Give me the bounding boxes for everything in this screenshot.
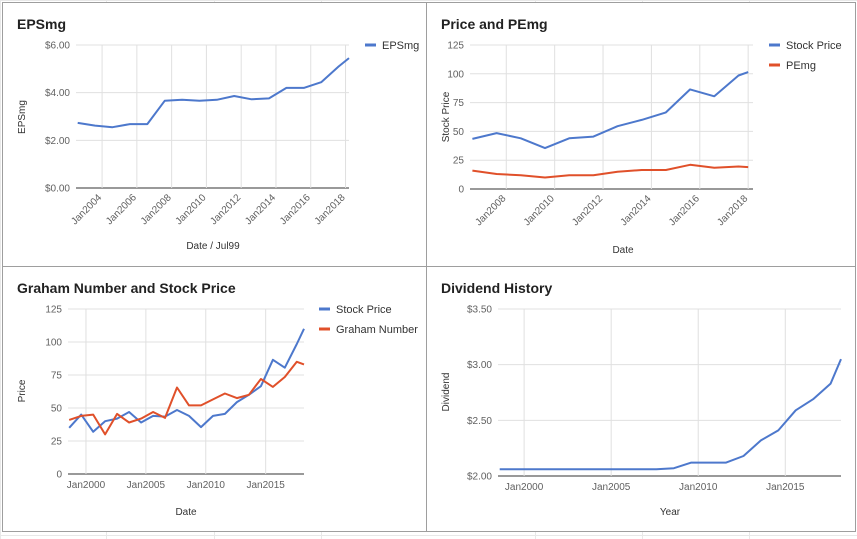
dividend-history-xtick-label: Jan2015 (766, 482, 805, 493)
epsmg-legend-label-epsmg: EPSmg (382, 40, 419, 52)
graham-number-and-stock-price-ytick-label: 75 (51, 371, 63, 382)
epsmg-xtick-label: Jan2016 (278, 192, 313, 227)
graham-number-and-stock-price-legend-label-stock-price: Stock Price (336, 304, 392, 316)
graham-number-and-stock-price-ytick-label: 0 (56, 470, 62, 481)
graham-number-and-stock-price-legend-swatch-graham-number (319, 327, 330, 331)
price-and-pemg-ytick-label: 100 (447, 69, 464, 80)
epsmg-xtick-label: Jan2010 (174, 192, 209, 227)
dividend-history-xtick-label: Jan2005 (592, 482, 631, 493)
graham-number-and-stock-price-title: Graham Number and Stock Price (17, 280, 236, 296)
dividend-history-chart: Dividend History $2.00 $2.50 $3.00 $3.50 Jan2… (441, 280, 842, 518)
chart-panel-epsmg: EPSmg $0.00 $2.00 $4.00 $6.00 Jan2004 Jan2006 J… (2, 2, 427, 267)
epsmg-xtick-label: Jan2012 (208, 192, 243, 227)
price-and-pemg-xtick-label: Jan2014 (619, 193, 654, 228)
graham-number-and-stock-price-series-line-stock-price (68, 328, 305, 433)
price-pemg-chart: Price and PEmg 0 25 50 75 100 125 Jan2008 Jan201… (441, 16, 842, 256)
graham-number-and-stock-price-ytick-label: 50 (51, 404, 63, 415)
epsmg-ytick-label: $4.00 (45, 88, 70, 99)
price-and-pemg-xtick-label: Jan2012 (570, 193, 605, 228)
dividend-history-series-line-main (499, 358, 842, 471)
price-and-pemg-xtick-label: Jan2008 (473, 193, 508, 228)
graham-number-and-stock-price-xtick-label: Jan2015 (246, 480, 285, 491)
dividend-history-y-axis-label: Dividend (441, 373, 452, 412)
price-and-pemg-series-line-stock-price (472, 71, 749, 150)
epsmg-x-axis-label: Date / Jul99 (186, 241, 240, 252)
price-and-pemg-title: Price and PEmg (441, 16, 548, 32)
epsmg-xtick-label: Jan2004 (69, 192, 104, 227)
epsmg-series-line-epsmg (77, 57, 350, 129)
epsmg-ytick-label: $6.00 (45, 41, 70, 52)
dividend-history-xtick-label: Jan2010 (679, 482, 718, 493)
graham-number-and-stock-price-legend-label-graham-number: Graham Number (336, 324, 418, 336)
dividend-history-ytick-label: $3.50 (467, 305, 492, 316)
dividend-history-xtick-label: Jan2000 (505, 482, 544, 493)
epsmg-y-axis-label: EPSmg (17, 100, 28, 134)
epsmg-ytick-label: $0.00 (45, 184, 70, 195)
dividend-history-x-axis-label: Year (660, 507, 681, 518)
price-and-pemg-ytick-label: 0 (458, 185, 464, 196)
price-and-pemg-ytick-label: 25 (453, 156, 465, 167)
graham-number-and-stock-price-ytick-label: 125 (45, 305, 62, 316)
price-and-pemg-ytick-label: 50 (453, 127, 465, 138)
graham-number-and-stock-price-xtick-label: Jan2010 (187, 480, 226, 491)
graham-number-and-stock-price-xtick-label: Jan2005 (127, 480, 166, 491)
dividend-history-ytick-label: $3.00 (467, 360, 492, 371)
price-and-pemg-legend-label-stock-price: Stock Price (786, 40, 842, 52)
price-and-pemg-legend-label-pemg: PEmg (786, 60, 816, 72)
price-and-pemg-xtick-label: Jan2016 (667, 193, 702, 228)
graham-number-and-stock-price-x-axis-label: Date (175, 507, 197, 518)
price-and-pemg-series-line-pemg (472, 163, 749, 179)
dividend-history-ytick-label: $2.50 (467, 416, 492, 427)
graham-number-and-stock-price-ytick-label: 100 (45, 338, 62, 349)
price-and-pemg-legend-swatch-stock-price (769, 43, 780, 47)
epsmg-xtick-label: Jan2018 (313, 192, 348, 227)
epsmg-xtick-label: Jan2006 (104, 192, 139, 227)
chart-panel-graham-number: Graham Number and Stock Price 0 25 50 75 100 1… (2, 266, 427, 532)
chart-panel-price-pemg: Price and PEmg 0 25 50 75 100 125 Jan2008 Jan201… (426, 2, 856, 267)
epsmg-xtick-label: Jan2014 (243, 192, 278, 227)
graham-number-and-stock-price-series-line-graham-number (68, 360, 305, 436)
price-and-pemg-xtick-label: Jan2018 (715, 193, 750, 228)
price-and-pemg-xtick-label: Jan2010 (522, 193, 557, 228)
graham-number-and-stock-price-xtick-label: Jan2000 (67, 480, 106, 491)
epsmg-xtick-label: Jan2008 (139, 192, 174, 227)
graham-number-and-stock-price-ytick-label: 25 (51, 437, 63, 448)
epsmg-ytick-label: $2.00 (45, 136, 70, 147)
graham-number-and-stock-price-y-axis-label: Price (17, 379, 28, 402)
price-and-pemg-ytick-label: 75 (453, 98, 465, 109)
price-and-pemg-legend-swatch-pemg (769, 63, 780, 67)
dividend-history-ytick-label: $2.00 (467, 472, 492, 483)
graham-number-chart: Graham Number and Stock Price 0 25 50 75 100 1… (17, 280, 418, 518)
price-and-pemg-y-axis-label: Stock Price (441, 91, 452, 142)
price-and-pemg-ytick-label: 125 (447, 41, 464, 52)
epsmg-legend-swatch-epsmg (365, 43, 376, 47)
price-and-pemg-x-axis-label: Date (612, 245, 634, 256)
epsmg-title: EPSmg (17, 16, 66, 32)
graham-number-and-stock-price-legend-swatch-stock-price (319, 307, 330, 311)
dividend-history-title: Dividend History (441, 280, 552, 296)
chart-panel-dividend-history: Dividend History $2.00 $2.50 $3.00 $3.50 Jan2… (426, 266, 856, 532)
